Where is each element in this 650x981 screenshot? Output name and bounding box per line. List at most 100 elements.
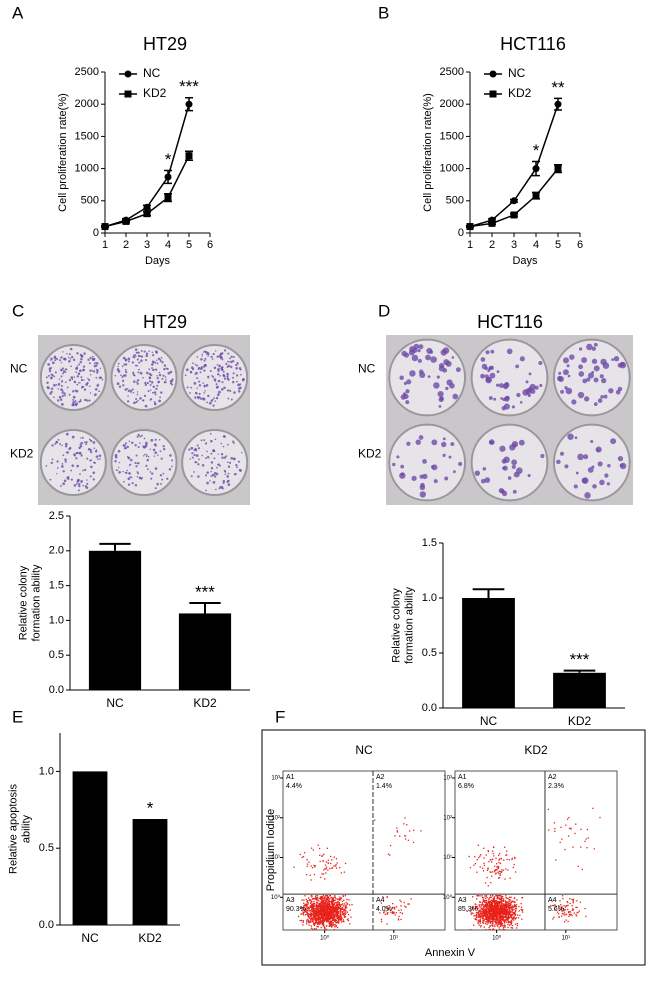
error-bar xyxy=(472,588,505,598)
event-dot xyxy=(491,906,493,908)
event-dot xyxy=(309,898,311,901)
colony xyxy=(139,435,142,438)
event-dot xyxy=(496,914,498,916)
event-dot xyxy=(497,910,499,912)
event-dot xyxy=(305,905,307,907)
colony xyxy=(519,356,525,362)
colony xyxy=(91,355,94,358)
event-dot xyxy=(344,906,347,909)
y-tick-label: 1000 xyxy=(440,163,464,175)
colony xyxy=(156,482,159,486)
event-dot xyxy=(305,903,308,905)
colony xyxy=(601,377,607,384)
event-dot xyxy=(311,906,313,908)
event-dot xyxy=(475,903,477,905)
event-dot xyxy=(387,907,389,910)
event-dot xyxy=(498,866,500,868)
colony xyxy=(80,437,82,439)
event-dot xyxy=(331,899,334,901)
event-dot xyxy=(557,913,560,915)
event-dot xyxy=(491,901,493,903)
event-dot xyxy=(494,909,496,911)
event-dot xyxy=(485,913,488,915)
event-dot xyxy=(510,913,512,916)
event-dot xyxy=(565,824,567,826)
y-tick-label: 0.0 xyxy=(422,702,437,714)
colony xyxy=(125,371,128,374)
colony xyxy=(154,487,157,490)
colony xyxy=(213,457,216,460)
colony xyxy=(129,390,133,393)
event-dot xyxy=(324,864,327,866)
colony xyxy=(79,399,82,401)
event-dot xyxy=(320,900,322,903)
event-dot xyxy=(326,911,328,913)
colony xyxy=(74,400,77,403)
event-dot xyxy=(510,927,512,929)
event-dot xyxy=(330,912,332,915)
colony xyxy=(560,389,565,394)
colony xyxy=(209,480,211,482)
plate-well xyxy=(110,428,178,497)
colony xyxy=(149,448,151,450)
colony xyxy=(221,352,224,355)
event-dot xyxy=(338,920,340,923)
event-dot xyxy=(343,871,346,873)
event-dot xyxy=(348,904,351,906)
event-dot xyxy=(570,827,572,829)
event-dot xyxy=(342,913,344,915)
event-dot xyxy=(569,911,571,913)
event-dot xyxy=(345,901,347,904)
event-dot xyxy=(509,904,512,906)
event-dot xyxy=(494,903,496,905)
colony xyxy=(135,454,138,457)
event-dot xyxy=(568,912,570,914)
event-dot xyxy=(323,911,326,913)
colony xyxy=(161,361,164,364)
colony xyxy=(567,433,574,440)
colony xyxy=(511,441,519,448)
event-dot xyxy=(480,854,482,856)
colony xyxy=(412,347,418,353)
event-dot xyxy=(394,908,396,910)
event-dot xyxy=(493,915,495,917)
event-dot xyxy=(328,916,330,918)
colony xyxy=(75,483,78,485)
event-dot xyxy=(384,913,386,916)
event-dot xyxy=(332,924,334,927)
event-dot xyxy=(301,856,303,859)
colony xyxy=(147,390,150,393)
event-dot xyxy=(312,916,314,918)
event-dot xyxy=(324,911,326,914)
event-dot xyxy=(310,847,313,849)
event-dot xyxy=(497,906,499,908)
colony xyxy=(400,472,405,476)
event-dot xyxy=(479,906,481,908)
event-dot xyxy=(513,906,515,908)
colony xyxy=(226,365,229,368)
colony xyxy=(73,454,76,457)
event-dot xyxy=(502,895,504,898)
colony xyxy=(220,442,223,445)
event-dot xyxy=(346,918,349,921)
event-dot xyxy=(332,910,334,912)
colony xyxy=(399,375,404,380)
event-dot xyxy=(485,899,488,902)
colony xyxy=(79,382,81,384)
event-dot xyxy=(487,867,489,869)
colony xyxy=(138,368,140,371)
colony xyxy=(611,358,614,362)
event-dot xyxy=(305,910,307,913)
colony xyxy=(220,453,224,456)
event-dot xyxy=(332,900,334,903)
event-dot xyxy=(489,859,491,861)
event-dot xyxy=(332,898,335,901)
colony xyxy=(583,454,589,460)
event-dot xyxy=(493,897,496,899)
event-dot xyxy=(485,895,488,897)
colony xyxy=(126,445,129,449)
colony xyxy=(56,460,59,463)
colony xyxy=(123,374,127,377)
event-dot xyxy=(489,925,491,927)
event-dot xyxy=(316,905,319,908)
